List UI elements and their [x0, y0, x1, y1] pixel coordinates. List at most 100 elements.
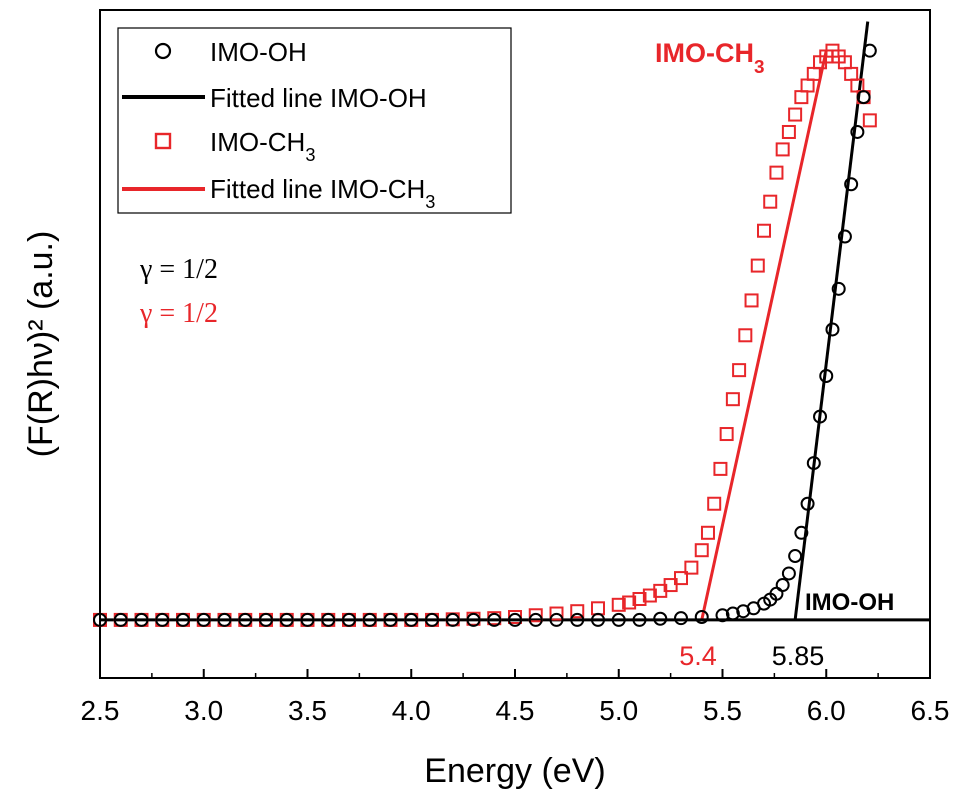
- legend-marker-imo-oh: [154, 42, 172, 60]
- data-point-imo-oh: [279, 612, 294, 627]
- series-layer: [93, 21, 930, 627]
- data-point-imo-oh: [570, 612, 585, 627]
- data-point-imo-ch3: [719, 427, 734, 442]
- data-point-imo-ch3: [800, 78, 815, 93]
- annotation-gamma-red: γ = 1/2: [139, 298, 218, 329]
- x-tick-label: 5.5: [703, 695, 742, 726]
- data-point-imo-ch3: [684, 560, 699, 575]
- data-point-imo-ch3: [622, 595, 637, 610]
- x-tick-label: 4.5: [496, 695, 535, 726]
- legend-label-imo-oh: IMO-OH: [210, 37, 307, 67]
- x-tick-label: 6.5: [911, 695, 950, 726]
- legend-label-fit-oh: Fitted line IMO-OH: [210, 83, 427, 113]
- data-point-imo-oh: [694, 610, 709, 625]
- data-point-imo-oh: [819, 368, 834, 383]
- y-axis-label: (F(R)hν)² (a.u.): [22, 231, 60, 458]
- data-point-imo-oh: [806, 456, 821, 471]
- data-point-imo-ch3: [591, 601, 605, 616]
- data-point-imo-oh: [850, 124, 865, 139]
- data-point-imo-oh: [134, 612, 149, 627]
- data-point-imo-ch3: [732, 363, 747, 378]
- legend: IMO-OH Fitted line IMO-OH IMO-CH3 Fitted…: [117, 27, 512, 214]
- data-point-imo-ch3: [694, 543, 709, 558]
- data-point-imo-oh: [549, 612, 564, 627]
- data-point-imo-oh: [176, 612, 190, 627]
- legend-box: [117, 27, 512, 214]
- data-point-imo-oh: [155, 612, 170, 627]
- data-point-imo-oh: [300, 612, 315, 627]
- data-point-imo-oh: [591, 612, 605, 627]
- data-point-imo-ch3: [763, 194, 778, 209]
- data-point-imo-oh: [775, 578, 790, 593]
- data-point-imo-oh: [362, 612, 377, 627]
- data-point-imo-oh: [862, 43, 877, 58]
- annotation-intercept-black: 5.85: [772, 641, 825, 671]
- data-point-imo-oh: [113, 612, 128, 627]
- data-point-imo-oh: [528, 612, 543, 627]
- data-point-imo-oh: [93, 612, 107, 627]
- data-point-imo-oh: [217, 612, 232, 627]
- data-point-imo-ch3: [744, 293, 759, 308]
- data-point-imo-oh: [844, 177, 859, 192]
- data-point-imo-ch3: [700, 525, 715, 540]
- data-point-imo-ch3: [862, 113, 877, 128]
- x-tick-label: 4.0: [392, 695, 431, 726]
- data-point-imo-oh: [383, 612, 398, 627]
- data-point-imo-oh: [653, 611, 668, 626]
- data-point-imo-oh: [342, 612, 356, 627]
- x-tick-label: 5.0: [599, 695, 638, 726]
- data-point-imo-oh: [825, 322, 840, 337]
- data-point-imo-ch3: [781, 124, 796, 139]
- data-point-imo-ch3: [611, 597, 626, 612]
- data-point-imo-oh: [508, 612, 522, 627]
- x-tick-label: 3.0: [184, 695, 223, 726]
- data-point-imo-oh: [788, 549, 803, 564]
- data-point-imo-ch3: [713, 461, 728, 476]
- data-point-imo-oh: [715, 608, 730, 623]
- fit-line: [793, 21, 870, 621]
- data-point-imo-ch3: [707, 496, 722, 511]
- data-point-imo-ch3: [844, 66, 859, 81]
- annotation-gamma-black: γ = 1/2: [139, 254, 218, 285]
- data-point-imo-oh: [837, 229, 852, 244]
- data-point-imo-ch3: [642, 588, 657, 603]
- data-point-imo-oh: [466, 612, 481, 627]
- data-point-imo-oh: [259, 612, 273, 627]
- data-point-imo-ch3: [769, 165, 784, 180]
- x-tick-label: 3.5: [288, 695, 327, 726]
- annotation-label-ch3: IMO-CH3: [655, 38, 765, 78]
- data-point-imo-ch3: [528, 608, 543, 623]
- data-point-imo-ch3: [725, 392, 740, 407]
- data-point-imo-ch3: [775, 142, 790, 157]
- data-point-imo-oh: [445, 612, 460, 627]
- data-point-imo-oh: [632, 612, 647, 627]
- data-point-imo-oh: [794, 525, 809, 540]
- data-point-imo-ch3: [757, 223, 771, 238]
- data-point-imo-ch3: [570, 604, 585, 619]
- data-point-imo-ch3: [750, 258, 765, 273]
- annotation-intercept-red: 5.4: [679, 641, 717, 671]
- fit-line: [700, 50, 828, 621]
- x-axis-label: Energy (eV): [424, 752, 605, 789]
- data-point-imo-ch3: [806, 66, 821, 81]
- data-point-imo-oh: [831, 281, 846, 296]
- x-axis-ticks: 2.5 3.0 3.5 4.0 4.5 5.0 5.5 6.0 6.5: [81, 669, 950, 726]
- data-point-imo-oh: [321, 612, 336, 627]
- annotation-label-oh: IMO-OH: [805, 589, 894, 616]
- data-point-imo-ch3: [674, 571, 688, 586]
- data-point-imo-ch3: [738, 328, 753, 343]
- x-tick-label: 2.5: [81, 695, 120, 726]
- legend-marker-imo-ch3: [154, 132, 172, 150]
- data-point-imo-ch3: [632, 592, 647, 607]
- data-point-imo-oh: [425, 612, 439, 627]
- data-point-imo-ch3: [794, 90, 809, 105]
- data-point-imo-oh: [813, 409, 828, 424]
- data-point-imo-oh: [238, 612, 253, 627]
- data-point-imo-ch3: [549, 606, 564, 621]
- data-point-imo-oh: [196, 612, 211, 627]
- data-point-imo-oh: [856, 90, 871, 105]
- data-point-imo-oh: [611, 612, 626, 627]
- data-point-imo-ch3: [788, 107, 803, 122]
- x-tick-label: 6.0: [807, 695, 846, 726]
